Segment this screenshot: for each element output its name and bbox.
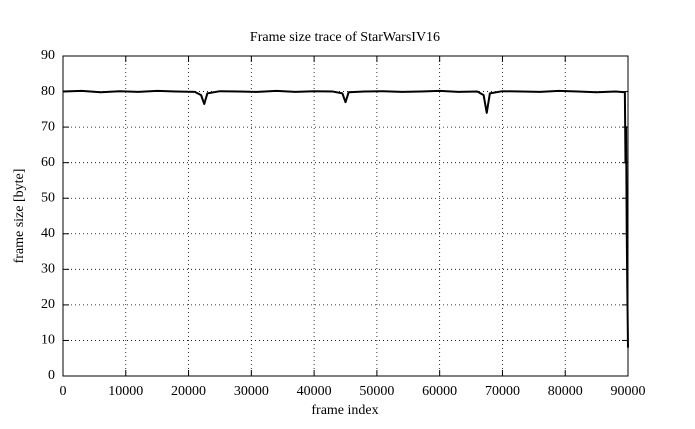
x-tick-label: 20000 [171, 384, 206, 399]
x-tick-label: 30000 [234, 384, 269, 399]
y-tick-label: 60 [41, 155, 55, 170]
x-tick-label: 10000 [108, 384, 143, 399]
chart-title: Frame size trace of StarWarsIV16 [250, 30, 440, 45]
y-tick-label: 20 [41, 297, 55, 312]
data-line [62, 89, 629, 348]
y-tick-label: 80 [41, 84, 55, 99]
y-tick-label: 40 [41, 226, 55, 241]
plot-frame [62, 55, 629, 377]
x-axis-label: frame index [311, 403, 378, 418]
x-tick-label: 60000 [422, 384, 457, 399]
x-tick-label: 90000 [611, 384, 646, 399]
y-axis-label: frame size [byte] [12, 169, 27, 264]
y-tick-label: 30 [41, 262, 55, 277]
x-tick-label: 40000 [297, 384, 332, 399]
y-tick-label: 50 [41, 190, 55, 205]
x-tick-label: 50000 [359, 384, 394, 399]
x-tick-label: 0 [60, 384, 67, 399]
y-tick-label: 90 [41, 48, 55, 63]
y-tick-label: 0 [48, 368, 55, 383]
y-tick-label: 70 [41, 119, 55, 134]
x-tick-label: 70000 [485, 384, 520, 399]
y-tick-label: 10 [41, 333, 55, 348]
x-tick-label: 80000 [548, 384, 583, 399]
